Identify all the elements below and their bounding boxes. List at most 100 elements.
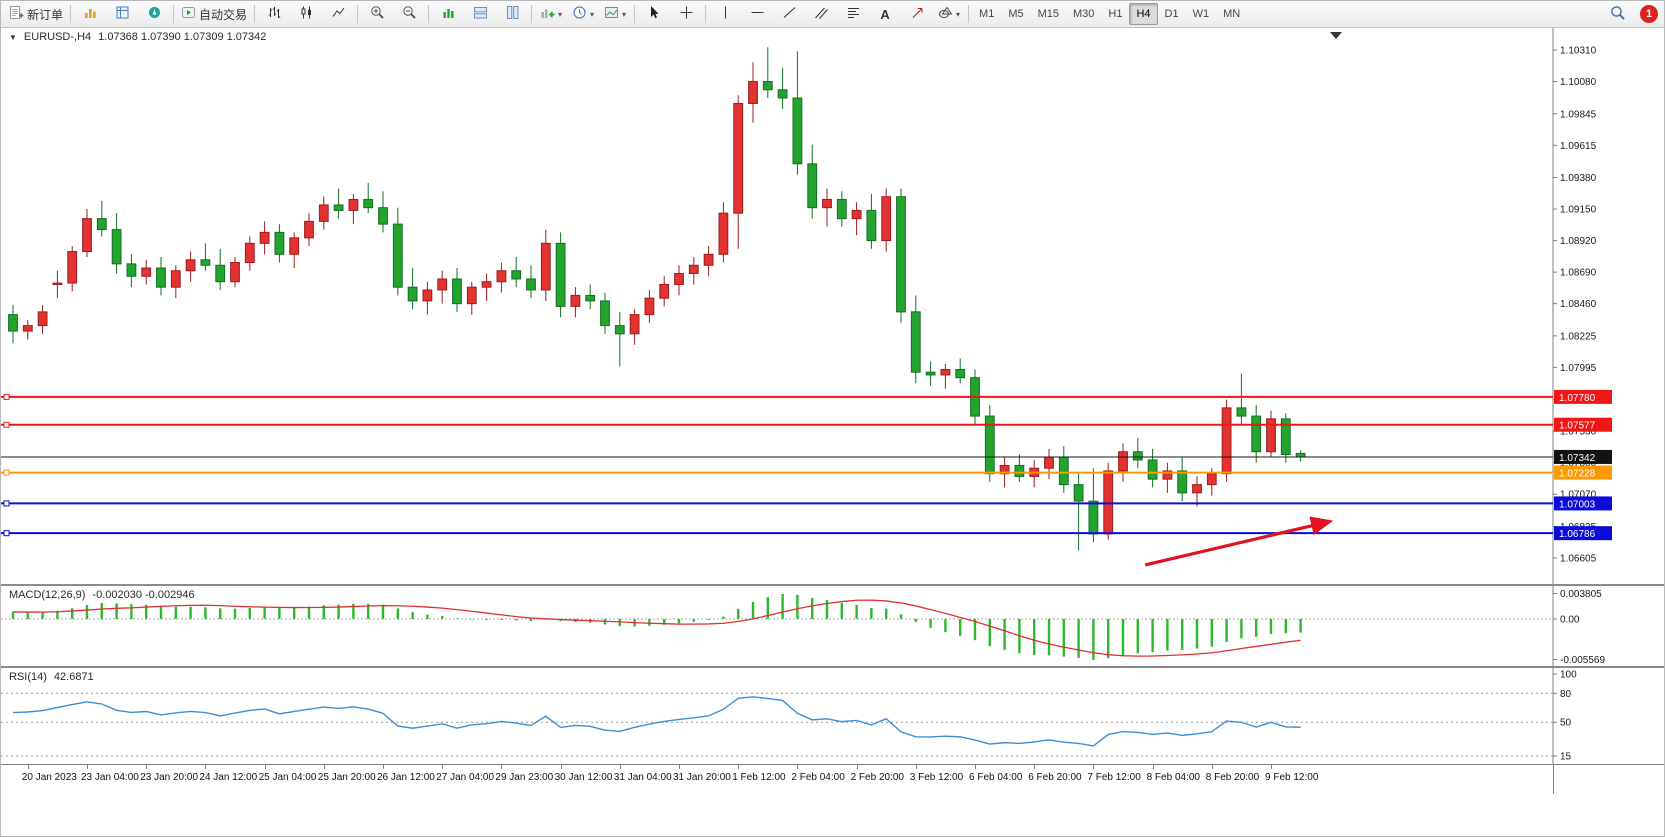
chart-shift-marker[interactable] [1330,32,1342,39]
fibonacci-icon [846,5,861,23]
candlestick-chart-icon [299,5,314,23]
chart-quotes-label: 1.07368 1.07390 1.07309 1.07342 [98,31,267,43]
timeframe-button-h4[interactable]: H4 [1129,3,1158,25]
toolbar-separator [634,5,636,23]
line-handle[interactable] [3,530,10,537]
line-handle[interactable] [3,469,10,476]
timeframe-button-mn[interactable]: MN [1223,8,1241,20]
time-axis-label: 29 Jan 23:00 [495,772,554,783]
new-order-button[interactable]: 新订单 [5,2,67,26]
time-tick [87,765,88,769]
time-axis-label: 31 Jan 04:00 [613,772,672,783]
bar-chart-button[interactable] [258,2,290,26]
cursor-icon [647,5,662,23]
line-handle[interactable] [3,500,10,507]
shapes-dropdown-button[interactable]: ▾ [933,2,965,26]
time-axis-label: 1 Feb 12:00 [732,772,786,783]
tile-windows-vertical-button[interactable] [496,2,528,26]
svg-text:1.09845: 1.09845 [1560,109,1597,120]
data-window-button[interactable] [106,2,138,26]
time-axis[interactable]: 20 Jan 2023 23 Jan 04:00 23 Jan 20:00 24 Ja… [1,764,1664,794]
time-tick [1271,765,1272,769]
time-tick [383,765,384,769]
timeframe-button-m15[interactable]: M15 [1037,8,1059,20]
rsi-value: 42.6871 [53,671,94,683]
trendline-icon [782,5,797,23]
zoom-out-button[interactable] [393,2,425,26]
candlestick-chart-button[interactable] [290,2,322,26]
autotrading-button[interactable]: 自动交易 [177,2,251,26]
text-label-button[interactable]: A [869,2,901,26]
collapse-chart-icon[interactable]: ▼ [9,32,17,42]
add-indicator-button[interactable]: ▾ [535,2,567,26]
svg-text:1.06786: 1.06786 [1559,529,1596,540]
time-tick [442,765,444,769]
toolbar-separator [254,5,256,23]
crosshair-button[interactable] [670,2,702,26]
time-tick [323,765,325,769]
time-tick [1093,765,1095,769]
timeframe-button-m5[interactable]: M5 [1008,8,1024,20]
periods-button[interactable]: ▾ [567,2,599,26]
time-axis-label: 6 Feb 04:00 [969,772,1023,783]
macd-pane[interactable]: 0.003805 0.00 -0.005569 MACD(12,26,9) -0.0… [1,586,1664,666]
toolbar-separator [357,5,359,23]
timeframe-button-m1[interactable]: M1 [979,8,995,20]
crosshair-icon [679,5,694,23]
timeframe-button-h1[interactable]: H1 [1108,8,1123,20]
timeframe-toolbar: M1 M5 M15 M30 H1 H4 D1 W1 MN [972,3,1247,25]
time-axis-label: 7 Feb 12:00 [1087,772,1141,783]
time-tick [560,765,562,769]
svg-text:0.00: 0.00 [1560,614,1580,625]
macd-axis[interactable]: 0.003805 0.00 -0.005569 [1552,586,1605,666]
timeframe-button-w1[interactable]: W1 [1192,8,1210,20]
chevron-down-icon: ▾ [622,9,627,19]
trendline-tool-button[interactable] [773,2,805,26]
rsi-axis[interactable]: 100 80 50 15 [1552,668,1577,764]
time-tick [501,765,503,769]
market-watch-button[interactable] [74,2,106,26]
toolbar-separator [428,5,430,23]
rsi-line [12,696,1301,747]
trend-arrow[interactable] [1144,516,1334,567]
horizontal-lines[interactable] [1,393,1553,537]
indicators-list-button[interactable] [432,2,464,26]
navigator-button[interactable] [138,2,170,26]
svg-text:1.10310: 1.10310 [1560,46,1597,57]
svg-text:1.07530: 1.07530 [1560,427,1597,438]
horizontal-line-tool-button[interactable] [741,2,773,26]
arrow-tools-button[interactable] [901,2,933,26]
main-chart-pane[interactable]: 1.10310 1.10080 1.09845 1.09615 1.09380 1.091… [1,28,1664,584]
svg-text:80: 80 [1560,689,1572,700]
equidistant-channel-button[interactable] [805,2,837,26]
time-tick [619,765,621,769]
svg-text:1.07003: 1.07003 [1559,499,1596,510]
pane-splitter[interactable] [1,584,1664,586]
time-axis-label: 2 Feb 04:00 [791,772,845,783]
fibonacci-button[interactable] [837,2,869,26]
search-button[interactable] [1602,2,1634,26]
svg-text:1.09615: 1.09615 [1560,141,1597,152]
svg-text:1.08690: 1.08690 [1560,268,1597,279]
cursor-button[interactable] [638,2,670,26]
main-chart-svg: 1.10310 1.10080 1.09845 1.09615 1.09380 1.091… [1,28,1612,584]
time-axis-label: 27 Jan 04:00 [436,772,495,783]
timeframe-button-m30[interactable]: M30 [1073,8,1095,20]
tile-windows-horizontal-button[interactable] [464,2,496,26]
tile-horizontal-icon [473,5,488,23]
line-handle[interactable] [3,393,10,400]
line-handle[interactable] [3,421,10,428]
pane-splitter[interactable] [1,666,1664,668]
rsi-pane[interactable]: 100 80 50 15 RSI(14) 42.6871 [1,668,1664,764]
notification-badge[interactable]: 1 [1640,5,1658,23]
macd-title: MACD(12,26,9) [9,589,86,601]
timeframe-button-d1[interactable]: D1 [1164,8,1179,20]
svg-text:1.07780: 1.07780 [1559,393,1596,404]
template-button[interactable]: ▾ [599,2,631,26]
svg-text:1.08920: 1.08920 [1560,236,1597,247]
vertical-line-tool-button[interactable] [709,2,741,26]
rsi-header: RSI(14) 42.6871 [9,671,94,683]
line-chart-button[interactable] [322,2,354,26]
time-axis-label: 9 Feb 12:00 [1265,772,1319,783]
zoom-in-button[interactable] [361,2,393,26]
